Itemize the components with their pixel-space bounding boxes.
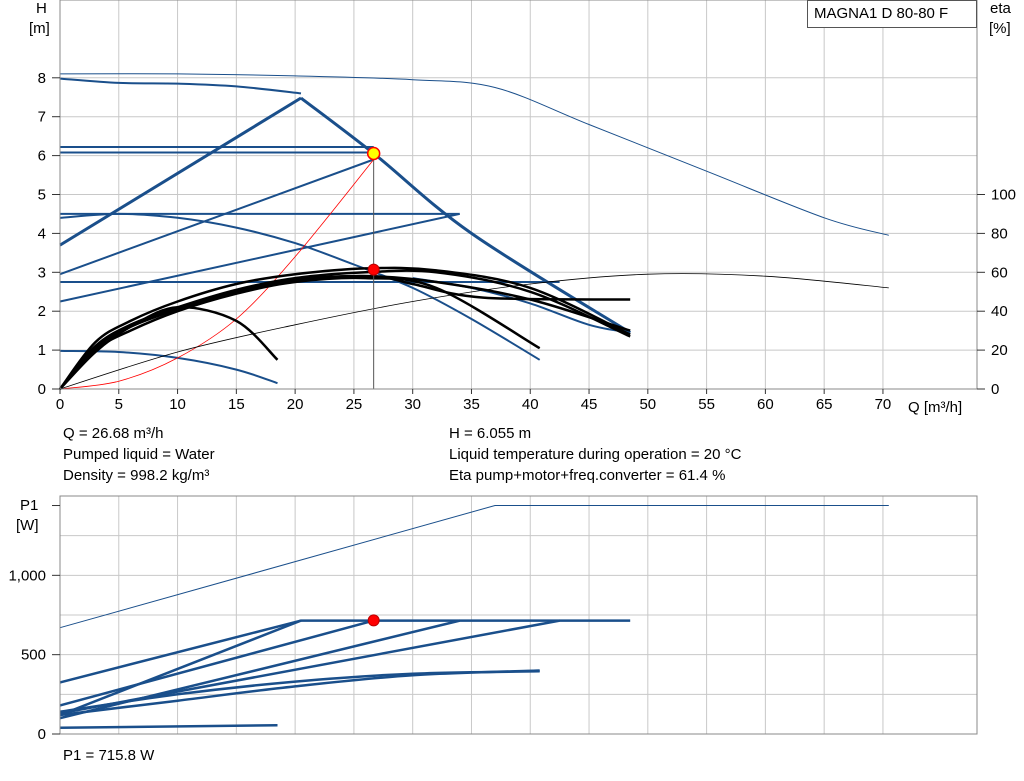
flow-readout: Q = 26.68 m³/h xyxy=(63,425,164,442)
x-tick-label: 20 xyxy=(287,396,304,413)
head-duty-point xyxy=(366,146,381,161)
y-tick-label: 1 xyxy=(38,342,46,359)
y-tick-label: 6 xyxy=(38,148,46,165)
upper-chart-axes: 0 5 10 15 20 25 30 35 40 45 50 55 60 65 70012345678020… xyxy=(38,0,1016,413)
eta-readout: Eta pump+motor+freq.converter = 61.4 % xyxy=(449,467,726,484)
efficiency-curve xyxy=(59,305,279,390)
y-tick-label: 0 xyxy=(38,381,46,398)
eta-axis-title: eta xyxy=(990,0,1011,17)
upper-chart-curves xyxy=(59,73,889,390)
x-tick-label: 65 xyxy=(816,396,833,413)
p1-tick-label: 1,000 xyxy=(8,567,46,584)
x-tick-label: 55 xyxy=(698,396,715,413)
model-label: MAGNA1 D 80-80 F xyxy=(807,0,977,28)
y-tick-label: 2 xyxy=(38,303,46,320)
y2-tick-label: 20 xyxy=(991,342,1008,359)
upper-chart-grid xyxy=(59,0,977,390)
x-tick-label: 25 xyxy=(346,396,363,413)
p1-axis-unit: [W] xyxy=(16,517,39,534)
power-curve xyxy=(59,619,631,684)
x-tick-label: 70 xyxy=(875,396,892,413)
power-curve xyxy=(59,505,889,629)
system-curve xyxy=(59,159,375,390)
x-tick-label: 45 xyxy=(581,396,598,413)
p1-axis-title: P1 xyxy=(20,497,39,514)
x-tick-label: 10 xyxy=(169,396,186,413)
x-tick-label: 30 xyxy=(404,396,421,413)
x-tick-label: 5 xyxy=(115,396,123,413)
x-tick-label: 60 xyxy=(757,396,774,413)
efficiency-curve xyxy=(59,274,631,390)
power-curve xyxy=(59,724,278,729)
lower-chart-curves xyxy=(59,505,889,729)
power-curve xyxy=(59,670,540,714)
head-curve xyxy=(59,212,460,303)
y2-tick-label: 100 xyxy=(991,187,1016,204)
y-tick-label: 3 xyxy=(38,264,46,281)
y-tick-label: 8 xyxy=(38,70,46,87)
x-tick-label: 50 xyxy=(639,396,656,413)
max-head-curve xyxy=(59,73,889,236)
head-curve xyxy=(300,96,631,334)
y2-tick-label: 80 xyxy=(991,225,1008,242)
h-axis-title: H xyxy=(36,0,47,17)
efficiency-curve xyxy=(59,273,889,390)
head-curve xyxy=(59,212,541,361)
x-tick-label: 15 xyxy=(228,396,245,413)
lower-chart-axes: 0 500 1,000 xyxy=(8,495,978,743)
y-tick-label: 4 xyxy=(38,225,46,242)
power-duty-point xyxy=(367,614,380,627)
x-tick-label: 40 xyxy=(522,396,539,413)
x-tick-label: 35 xyxy=(463,396,480,413)
lower-plot-frame xyxy=(59,495,978,735)
y-tick-label: 7 xyxy=(38,109,46,126)
y2-tick-label: 60 xyxy=(991,264,1008,281)
efficiency-duty-point xyxy=(367,263,380,276)
efficiency-curve xyxy=(59,266,631,390)
y2-tick-label: 40 xyxy=(991,303,1008,320)
pumped-liquid: Pumped liquid = Water xyxy=(63,446,215,463)
head-curve xyxy=(59,158,375,276)
y-tick-label: 5 xyxy=(38,187,46,204)
efficiency-curve xyxy=(59,276,541,390)
p1-readout: P1 = 715.8 W xyxy=(63,747,155,764)
head-curve xyxy=(59,96,302,247)
eta-axis-unit: [%] xyxy=(989,20,1011,37)
head-readout: H = 6.055 m xyxy=(449,425,532,442)
efficiency-curve xyxy=(59,269,631,390)
y2-tick-label: 0 xyxy=(991,381,999,398)
liquid-temperature: Liquid temperature during operation = 20… xyxy=(449,446,742,463)
power-curve xyxy=(59,669,540,717)
head-curve xyxy=(59,77,302,95)
density: Density = 998.2 kg/m³ xyxy=(63,467,210,484)
x-tick-label: 0 xyxy=(56,396,64,413)
power-curve xyxy=(59,619,375,707)
p1-tick-label: 500 xyxy=(21,647,46,664)
x-axis-title: Q [m³/h] xyxy=(908,399,963,416)
p1-tick-label: 0 xyxy=(38,726,46,743)
h-axis-unit: [m] xyxy=(29,20,50,37)
efficiency-curve xyxy=(295,274,631,301)
power-curve xyxy=(59,619,302,717)
